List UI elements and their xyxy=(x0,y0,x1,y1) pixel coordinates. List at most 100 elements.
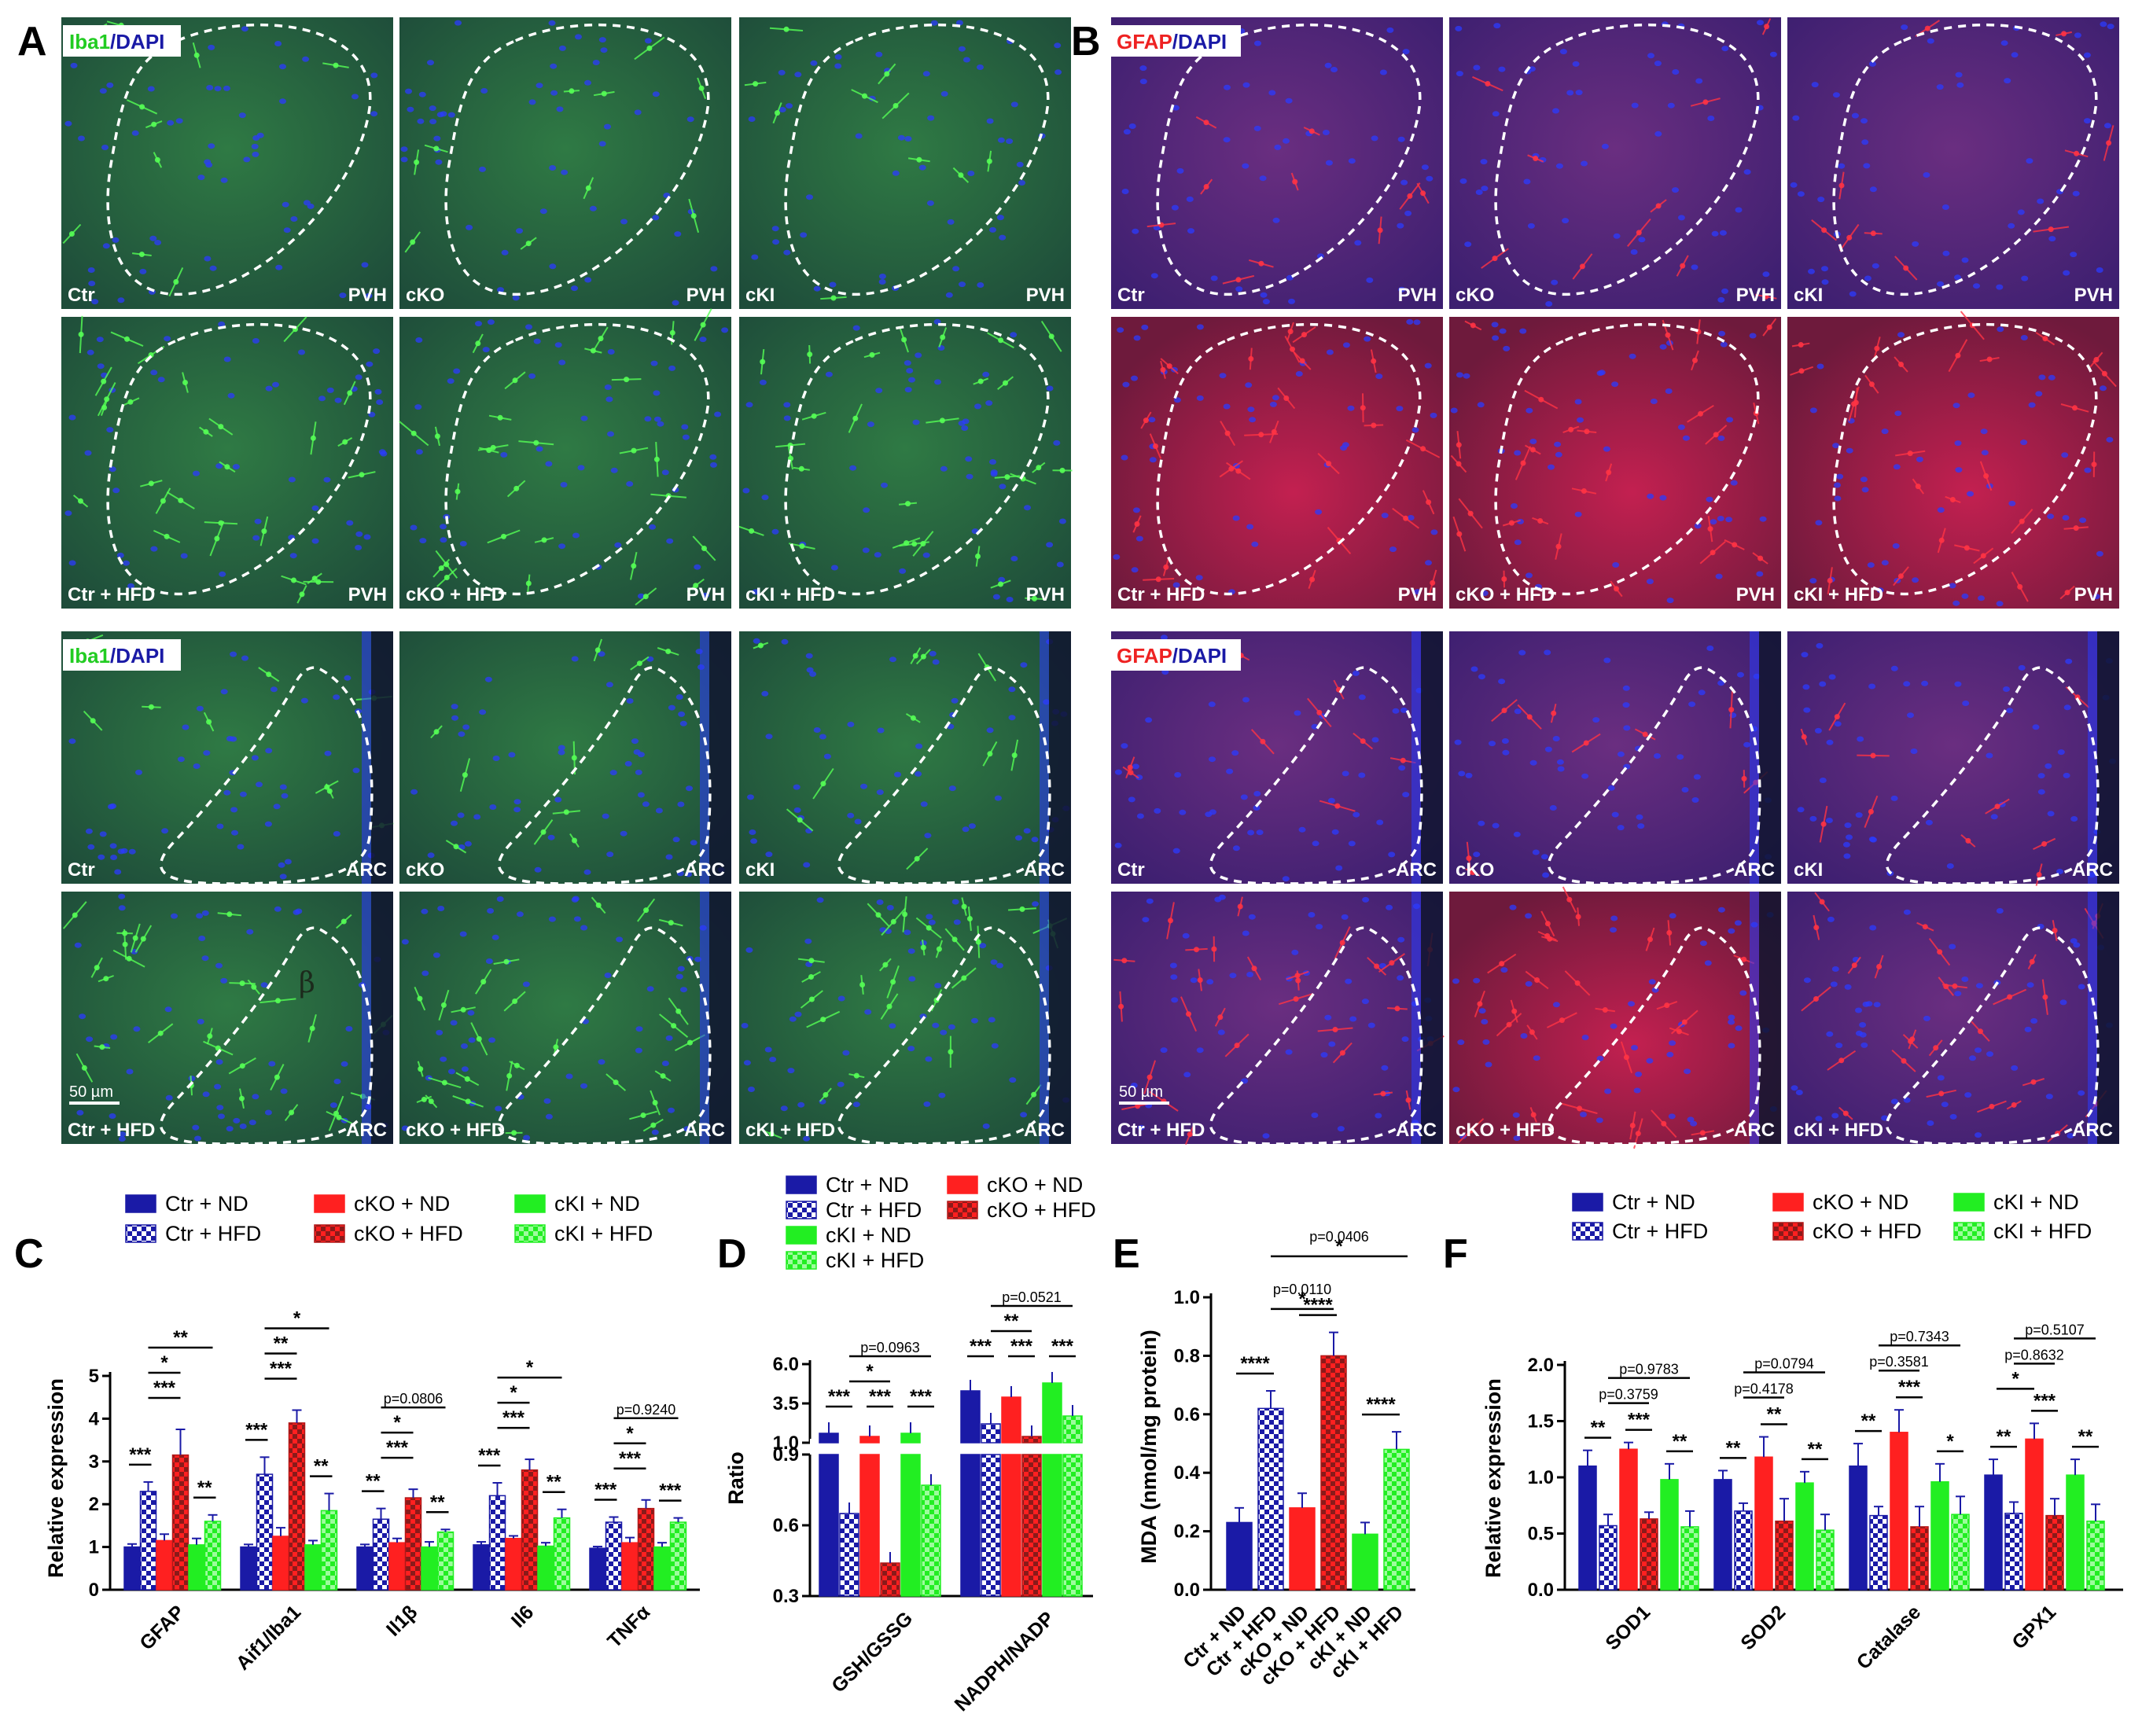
bar xyxy=(839,1513,859,1597)
nucleus-dot xyxy=(934,983,942,988)
nucleus-dot xyxy=(968,823,976,829)
nucleus-dot xyxy=(1540,854,1548,860)
bar xyxy=(1289,1507,1316,1591)
nucleus-dot xyxy=(1555,451,1562,458)
nucleus-dot xyxy=(806,667,814,673)
nucleus-dot xyxy=(1527,223,1535,229)
cell-body xyxy=(1937,949,1943,955)
bar xyxy=(171,1454,190,1591)
y-axis-label: Ratio xyxy=(724,1451,748,1505)
nucleus-dot xyxy=(2074,32,2081,39)
nucleus-dot xyxy=(1246,524,1254,530)
bar xyxy=(2004,1513,2023,1591)
nucleus-dot xyxy=(626,481,634,487)
cell-body xyxy=(525,580,532,587)
cell-body xyxy=(540,829,547,835)
cell-body xyxy=(140,936,146,942)
nucleus-dot xyxy=(497,287,504,293)
ependyma xyxy=(1411,892,1421,1144)
cell-body xyxy=(1036,465,1042,471)
cell-body xyxy=(206,719,212,725)
nucleus-dot xyxy=(1735,1025,1743,1032)
nucleus-dot xyxy=(1728,1014,1735,1021)
nucleus-dot xyxy=(668,704,675,711)
nucleus-dot xyxy=(1636,814,1643,820)
nucleus-dot xyxy=(1757,20,1764,26)
nucleus-dot xyxy=(1481,186,1489,192)
tissue-bg xyxy=(1449,631,1781,884)
cell-body xyxy=(274,1074,280,1080)
ventricle xyxy=(1049,892,1071,1144)
cell-body xyxy=(2106,140,2112,146)
nucleus-dot xyxy=(376,399,384,405)
region-label: ARC xyxy=(1396,1120,1437,1141)
nucleus-dot xyxy=(897,134,905,141)
nucleus-dot xyxy=(761,495,769,501)
category-label: Il6 xyxy=(507,1601,538,1631)
category-label: GSH/GSSG xyxy=(827,1607,917,1697)
nucleus-dot xyxy=(1407,515,1415,520)
cell-body xyxy=(311,576,318,582)
nucleus-dot xyxy=(1172,848,1180,854)
nucleus-dot xyxy=(251,755,259,761)
nucleus-dot xyxy=(1464,241,1472,248)
cell-body xyxy=(914,855,920,862)
cell-body xyxy=(90,718,96,724)
nucleus-dot xyxy=(401,1125,409,1131)
nucleus-dot xyxy=(462,724,470,730)
nucleus-dot xyxy=(1131,375,1138,381)
bar xyxy=(981,1423,1001,1444)
ependyma xyxy=(700,892,709,1144)
region-outline xyxy=(444,322,710,596)
nucleus-dot xyxy=(1647,493,1654,499)
micrograph-tile: cKI ARC xyxy=(739,631,1071,885)
nucleus-dot xyxy=(1728,1043,1735,1049)
nucleus-dot xyxy=(1646,579,1654,585)
nucleus-dot xyxy=(284,859,292,865)
nucleus-dot xyxy=(1717,435,1725,441)
category-label: GFAP xyxy=(135,1601,189,1654)
sig-label: *** xyxy=(153,1377,176,1399)
bar xyxy=(2066,1474,2085,1591)
nucleus-dot xyxy=(1009,1077,1017,1083)
nucleus-dot xyxy=(908,377,915,383)
nucleus-dot xyxy=(1398,286,1406,292)
nucleus-dot xyxy=(962,57,970,63)
cell-body xyxy=(624,377,630,383)
nucleus-dot xyxy=(1706,645,1714,651)
nucleus-dot xyxy=(118,905,126,911)
nucleus-dot xyxy=(1046,385,1054,392)
cell-body xyxy=(480,979,487,985)
sig-label: * xyxy=(1946,1431,1954,1452)
nucleus-dot xyxy=(1654,61,1662,67)
y-tick-label: 3 xyxy=(89,1451,99,1473)
micrograph-tile: Ctr + HFD PVH xyxy=(1111,317,1443,609)
nucleus-dot xyxy=(1688,701,1696,708)
legend-label: cKO + ND xyxy=(354,1192,450,1216)
nucleus-dot xyxy=(2032,724,2040,730)
cell-body xyxy=(961,903,967,910)
legend-label: Ctr + HFD xyxy=(826,1198,922,1222)
region-outline xyxy=(1547,926,1761,1146)
bar xyxy=(1775,1521,1794,1591)
nucleus-dot xyxy=(1501,738,1509,744)
cell-body xyxy=(1710,550,1716,556)
nucleus-dot xyxy=(1128,796,1135,803)
cell-body xyxy=(1168,918,1173,924)
nucleus-dot xyxy=(1463,373,1470,379)
cell-body xyxy=(2011,1102,2017,1108)
nucleus-dot xyxy=(1010,101,1018,108)
cell-body xyxy=(1574,980,1581,986)
nucleus-dot xyxy=(1706,496,1713,502)
nucleus-dot xyxy=(1477,402,1485,408)
cell-body xyxy=(961,975,967,981)
nucleus-dot xyxy=(1996,284,2004,290)
nucleus-dot xyxy=(1312,840,1319,847)
nucleus-dot xyxy=(241,655,248,661)
nucleus-dot xyxy=(847,812,855,818)
nucleus-dot xyxy=(79,1013,86,1020)
nucleus-dot xyxy=(2057,749,2065,756)
cell-body xyxy=(920,944,926,951)
cell-body xyxy=(1819,899,1825,905)
nucleus-dot xyxy=(928,919,936,925)
